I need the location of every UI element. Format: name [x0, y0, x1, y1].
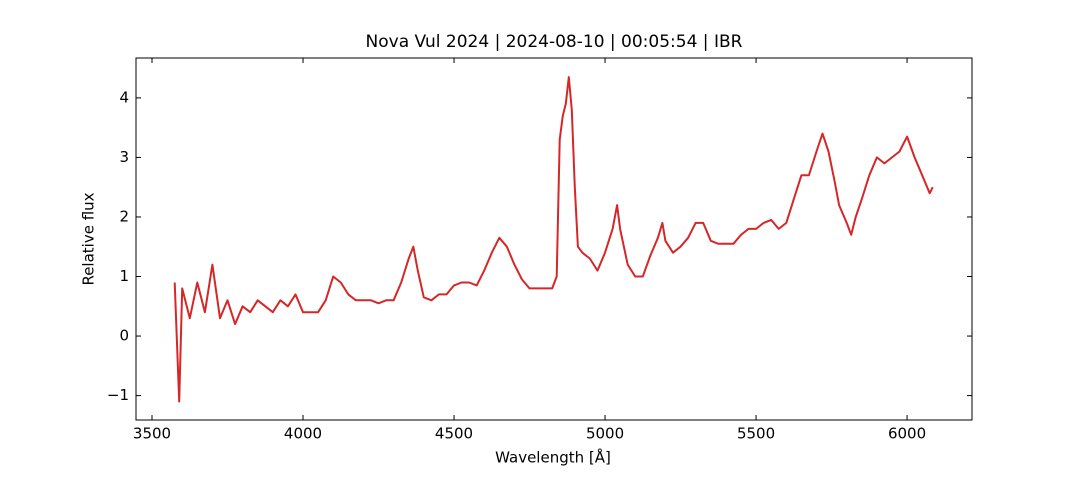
x-tick-label: 4500: [435, 425, 473, 443]
x-tick-label: 5500: [737, 425, 775, 443]
y-axis-label: Relative flux: [80, 192, 98, 285]
x-axis-label: Wavelength [Å]: [495, 448, 611, 467]
spectrum-line: [173, 76, 934, 403]
x-tick-label: 4000: [284, 425, 322, 443]
y-tick-label: 0: [119, 327, 129, 345]
x-tick-label: 5000: [586, 425, 624, 443]
y-tick-label: −1: [107, 386, 129, 404]
x-tick-label: 3500: [133, 425, 171, 443]
y-tick-label: 1: [119, 267, 129, 285]
plot-frame: [135, 57, 973, 421]
y-tick-label: 4: [119, 88, 129, 106]
x-tick-label: 6000: [888, 425, 926, 443]
y-tick-label: 3: [119, 148, 129, 166]
chart-title: Nova Vul 2024 | 2024-08-10 | 00:05:54 | …: [366, 32, 743, 52]
y-tick-label: 2: [119, 207, 129, 225]
